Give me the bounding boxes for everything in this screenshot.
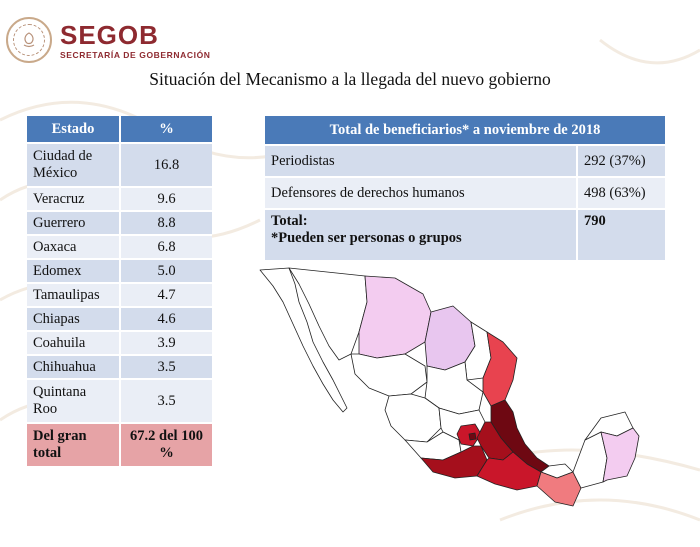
beneficiaries-header: Total de beneficiarios* a noviembre de 2… — [265, 116, 665, 146]
map-region-chiapas — [536, 471, 582, 507]
beneficiaries-table: Total de beneficiarios* a noviembre de 2… — [265, 116, 665, 262]
beneficiary-type: Periodistas — [265, 146, 576, 178]
mexico-choropleth-map — [259, 267, 640, 507]
state-percent: 16.8 — [119, 144, 212, 188]
state-name: Chihuahua — [27, 356, 119, 380]
map-region-campeche — [572, 431, 608, 489]
coat-of-arms-seal — [6, 17, 52, 63]
total-value: 67.2 del 100 % — [119, 424, 212, 468]
state-name: Ciudad de México — [27, 144, 119, 188]
state-percent: 4.6 — [119, 308, 212, 332]
total-label: Del gran total — [27, 424, 119, 468]
table-row: Chihuahua 3.5 — [27, 356, 212, 380]
state-percentage-table: Estado % Ciudad de México 16.8 Veracruz … — [27, 116, 212, 468]
total-value: 790 — [576, 210, 665, 262]
state-percent: 4.7 — [119, 284, 212, 308]
state-percent: 9.6 — [119, 188, 212, 212]
brand: SEGOB SECRETARÍA DE GOBERNACIÓN — [60, 21, 211, 60]
state-name: Oaxaca — [27, 236, 119, 260]
state-name: Tamaulipas — [27, 284, 119, 308]
table-row: Chiapas 4.6 — [27, 308, 212, 332]
column-header-state: Estado — [27, 116, 119, 144]
state-name: Chiapas — [27, 308, 119, 332]
brand-name: SEGOB — [60, 19, 159, 50]
eagle-icon — [13, 24, 45, 56]
state-percent: 8.8 — [119, 212, 212, 236]
slide-title: Situación del Mecanismo a la llegada del… — [149, 69, 551, 89]
table-row: Quintana Roo 3.5 — [27, 380, 212, 424]
table-row: Oaxaca 6.8 — [27, 236, 212, 260]
map-region-quintana-roo — [600, 427, 640, 483]
state-name: Edomex — [27, 260, 119, 284]
beneficiary-count: 292 (37%) — [576, 146, 665, 178]
table-row: Guerrero 8.8 — [27, 212, 212, 236]
state-percent: 3.9 — [119, 332, 212, 356]
table-header-row: Total de beneficiarios* a noviembre de 2… — [265, 116, 665, 146]
beneficiary-type: Defensores de derechos humanos — [265, 178, 576, 210]
state-percent: 3.5 — [119, 356, 212, 380]
table-row: Ciudad de México 16.8 — [27, 144, 212, 188]
state-name: Veracruz — [27, 188, 119, 212]
map-region-jalisco — [384, 393, 442, 443]
table-total-row: Del gran total 67.2 del 100 % — [27, 424, 212, 468]
map-region-guerrero — [420, 445, 488, 479]
table-row: Edomex 5.0 — [27, 260, 212, 284]
state-name: Quintana Roo — [27, 380, 119, 424]
table-header-row: Estado % — [27, 116, 212, 144]
total-note: *Pueden ser personas o grupos — [271, 230, 462, 246]
total-label: Total: — [271, 213, 308, 229]
map-region-baja-california — [259, 267, 348, 413]
state-percent: 3.5 — [119, 380, 212, 424]
brand-subtitle: SECRETARÍA DE GOBERNACIÓN — [60, 49, 211, 60]
map-region-chihuahua — [358, 275, 432, 359]
map-region-sinaloa-durango — [350, 353, 428, 397]
table-row: Defensores de derechos humanos 498 (63%) — [265, 178, 665, 210]
state-name: Coahuila — [27, 332, 119, 356]
table-row: Coahuila 3.9 — [27, 332, 212, 356]
state-percent: 6.8 — [119, 236, 212, 260]
map-region-cdmx — [468, 432, 477, 441]
table-total-row: Total: *Pueden ser personas o grupos 790 — [265, 210, 665, 262]
beneficiary-count: 498 (63%) — [576, 178, 665, 210]
table-row: Periodistas 292 (37%) — [265, 146, 665, 178]
state-name: Guerrero — [27, 212, 119, 236]
column-header-percent: % — [119, 116, 212, 144]
table-row: Tamaulipas 4.7 — [27, 284, 212, 308]
total-cell: Total: *Pueden ser personas o grupos — [265, 210, 576, 262]
header: SEGOB SECRETARÍA DE GOBERNACIÓN — [6, 14, 211, 66]
state-percent: 5.0 — [119, 260, 212, 284]
table-row: Veracruz 9.6 — [27, 188, 212, 212]
